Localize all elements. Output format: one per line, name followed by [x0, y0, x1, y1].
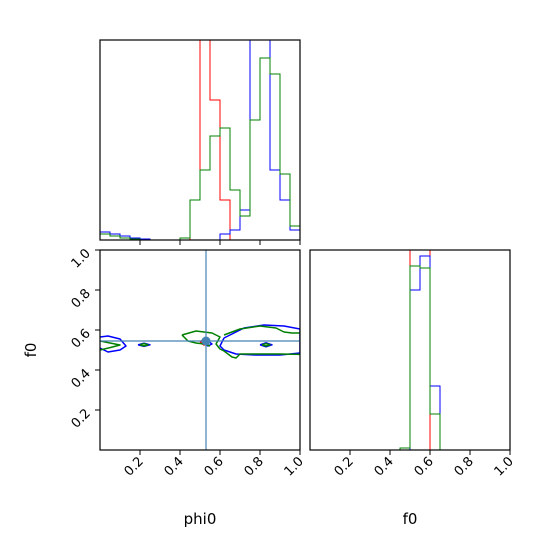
f0-ytick-label-1: 0.4: [69, 366, 94, 391]
phi0-f0-contour-panel: 0.2 0.4 0.6 0.8 1.0 0.2 0.4 0.6 0.8 1.0: [69, 246, 307, 479]
contour-green-7: [139, 342, 149, 347]
f0-ytick-label-4: 1.0: [69, 246, 94, 271]
f0-xtick-label-0: 0.2: [332, 454, 357, 479]
f0-ytick-label-3: 0.8: [69, 286, 94, 311]
x-axis-label-f0: f0: [403, 510, 418, 528]
f0-histogram-green: [399, 265, 450, 450]
phi0-histogram-green: [100, 57, 300, 240]
histogram-f0-panel: 0.2 0.4 0.6 0.8 1.0: [309, 249, 517, 479]
phi0-histogram-blue: [100, 40, 300, 240]
contour-panel-frame: [99, 249, 301, 451]
phi0-xtick-label-2: 0.6: [202, 454, 227, 479]
f0-histogram-frame: [309, 249, 511, 451]
f0-ytick-label-0: 0.2: [69, 406, 94, 431]
truth-marker: [201, 336, 211, 346]
phi0-xtick-label-3: 0.8: [242, 454, 267, 479]
contour-green-10: [223, 325, 300, 336]
f0-ytick-label-2: 0.6: [69, 326, 94, 351]
y-axis-label-f0: f0: [22, 343, 40, 358]
contour-green-6: [100, 340, 121, 351]
phi0-histogram-frame: [99, 39, 301, 241]
axis-labels: phi0 f0 f0: [22, 343, 417, 528]
contour-green-8: [181, 330, 300, 359]
phi0-xtick-label-0: 0.2: [122, 454, 147, 479]
contour-blue-0: [100, 335, 127, 353]
f0-xtick-label-3: 0.8: [452, 454, 477, 479]
phi0-xtick-label-4: 1.0: [282, 454, 307, 479]
x-axis-label-phi0: phi0: [184, 510, 217, 528]
f0-histogram-blue: [400, 255, 450, 450]
phi0-xtick-label-1: 0.4: [162, 454, 187, 479]
contour-green-11: [261, 342, 271, 347]
contour-blue-3: [219, 324, 300, 356]
f0-xtick-label-4: 1.0: [492, 454, 517, 479]
histogram-phi0-panel: [99, 39, 301, 245]
f0-xtick-label-2: 0.6: [412, 454, 437, 479]
f0-xtick-label-1: 0.4: [372, 454, 397, 479]
